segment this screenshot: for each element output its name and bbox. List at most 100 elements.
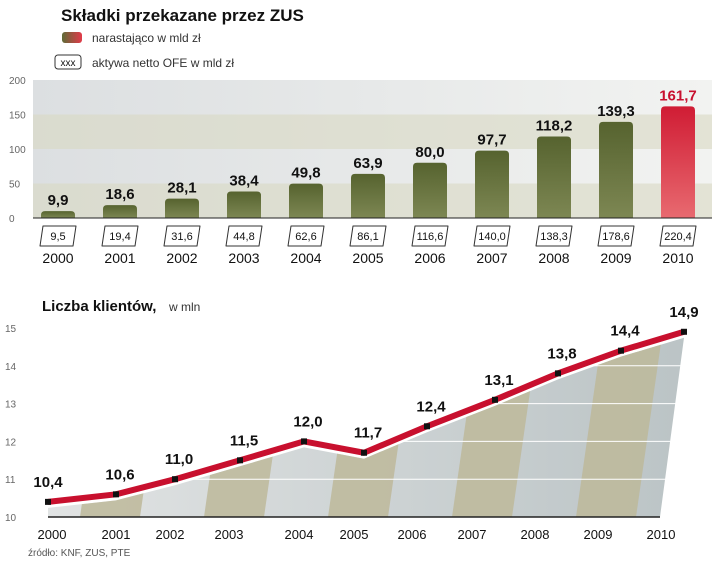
x-tick-label: 2000	[38, 527, 67, 542]
ofe-value-label: 86,1	[357, 231, 378, 243]
legend-label-ofe: aktywa netto OFE w mld zł	[92, 56, 234, 70]
point-value-label: 14,4	[610, 323, 640, 340]
data-point	[424, 423, 430, 430]
ofe-value-label: 140,0	[478, 231, 506, 243]
x-tick-label: 2008	[521, 527, 550, 542]
ofe-box	[39, 225, 77, 247]
ofe-box	[411, 225, 449, 247]
data-point	[45, 498, 51, 505]
data-point	[618, 347, 624, 354]
source-note: źródło: KNF, ZUS, PTE	[28, 548, 131, 559]
x-tick-label: 2005	[340, 527, 369, 542]
data-point	[172, 476, 178, 483]
bar	[537, 136, 571, 218]
bar	[475, 150, 509, 218]
y-tick-label: 11	[5, 475, 16, 486]
bar-value-label: 139,3	[597, 103, 635, 120]
x-tick-label: 2004	[290, 250, 321, 266]
ofe-box	[349, 225, 387, 247]
line-chart-unit: w mln	[168, 300, 200, 314]
data-point	[237, 457, 243, 464]
x-tick-label: 2001	[104, 250, 135, 266]
bar-value-label: 97,7	[477, 132, 506, 149]
bar-value-label: 18,6	[105, 186, 134, 203]
point-value-label: 11,5	[230, 432, 258, 449]
point-value-label: 13,8	[547, 345, 576, 362]
x-tick-label: 2003	[228, 250, 259, 266]
x-tick-label: 2010	[647, 527, 676, 542]
area-stripe	[700, 308, 720, 517]
y-tick-label: 50	[9, 180, 21, 191]
bar	[41, 211, 75, 218]
ofe-value-label: 9,5	[50, 231, 65, 243]
data-point	[555, 370, 561, 377]
legend-swatch-cumulative	[62, 32, 82, 43]
y-tick-label: 150	[9, 111, 26, 122]
data-point	[492, 396, 498, 403]
x-tick-label: 2008	[538, 250, 569, 266]
ofe-value-label: 138,3	[540, 231, 568, 243]
x-tick-label: 2007	[458, 527, 487, 542]
y-tick-label: 15	[5, 324, 17, 335]
x-tick-label: 2006	[414, 250, 445, 266]
x-tick-label: 2004	[285, 527, 314, 542]
ofe-value-label: 19,4	[109, 231, 130, 243]
bar	[351, 173, 385, 218]
bar-value-label: 63,9	[353, 155, 382, 172]
bar-value-label: 28,1	[167, 180, 196, 197]
ofe-box	[101, 225, 139, 247]
bar-value-label: 161,7	[659, 87, 697, 104]
ofe-box	[287, 225, 325, 247]
ofe-value-label: 62,6	[295, 231, 316, 243]
ofe-box	[535, 225, 573, 247]
y-tick-label: 12	[5, 437, 17, 448]
x-tick-label: 2006	[398, 527, 427, 542]
ofe-box	[659, 225, 697, 247]
bar-chart-title: Składki przekazane przez ZUS	[61, 6, 304, 25]
y-tick-label: 100	[9, 145, 26, 156]
bar	[165, 198, 199, 218]
ofe-value-label: 220,4	[664, 231, 692, 243]
legend-box-ofe	[54, 54, 82, 70]
bar	[599, 121, 633, 218]
legend-label-cumulative: narastająco w mld zł	[92, 31, 201, 45]
point-value-label: 12,4	[416, 398, 446, 415]
y-tick-label: 200	[9, 76, 26, 87]
ofe-value-label: 178,6	[602, 231, 630, 243]
x-tick-label: 2009	[584, 527, 613, 542]
bar	[661, 106, 695, 218]
ofe-value-label: 31,6	[171, 231, 192, 243]
x-tick-label: 2003	[215, 527, 244, 542]
y-tick-label: 0	[9, 214, 15, 225]
x-tick-label: 2001	[102, 527, 131, 542]
data-point	[113, 491, 119, 498]
y-tick-label: 13	[5, 400, 17, 411]
line-chart-title: Liczba klientów,	[42, 298, 156, 315]
data-point	[301, 438, 307, 445]
bar	[413, 162, 447, 218]
bar-value-label: 49,8	[291, 165, 320, 182]
point-value-label: 14,9	[669, 304, 698, 321]
bar	[103, 205, 137, 218]
bar	[227, 191, 261, 218]
x-tick-label: 2002	[166, 250, 197, 266]
y-tick-label: 14	[5, 362, 17, 373]
point-value-label: 12,0	[293, 413, 322, 430]
point-value-label: 10,4	[33, 474, 63, 491]
legend-box-text: xxx	[61, 58, 76, 69]
ofe-value-label: 116,6	[417, 231, 444, 243]
x-tick-label: 2000	[42, 250, 73, 266]
bar	[289, 183, 323, 218]
ofe-box	[225, 225, 263, 247]
point-value-label: 11,0	[165, 451, 193, 468]
plot-band	[33, 114, 712, 149]
x-tick-label: 2010	[662, 250, 693, 266]
bar-value-label: 38,4	[229, 173, 259, 190]
x-tick-label: 2002	[156, 527, 185, 542]
point-value-label: 10,6	[105, 466, 134, 483]
ofe-box	[163, 225, 201, 247]
ofe-box	[473, 225, 511, 247]
y-tick-label: 10	[5, 513, 17, 524]
data-point	[681, 328, 687, 335]
